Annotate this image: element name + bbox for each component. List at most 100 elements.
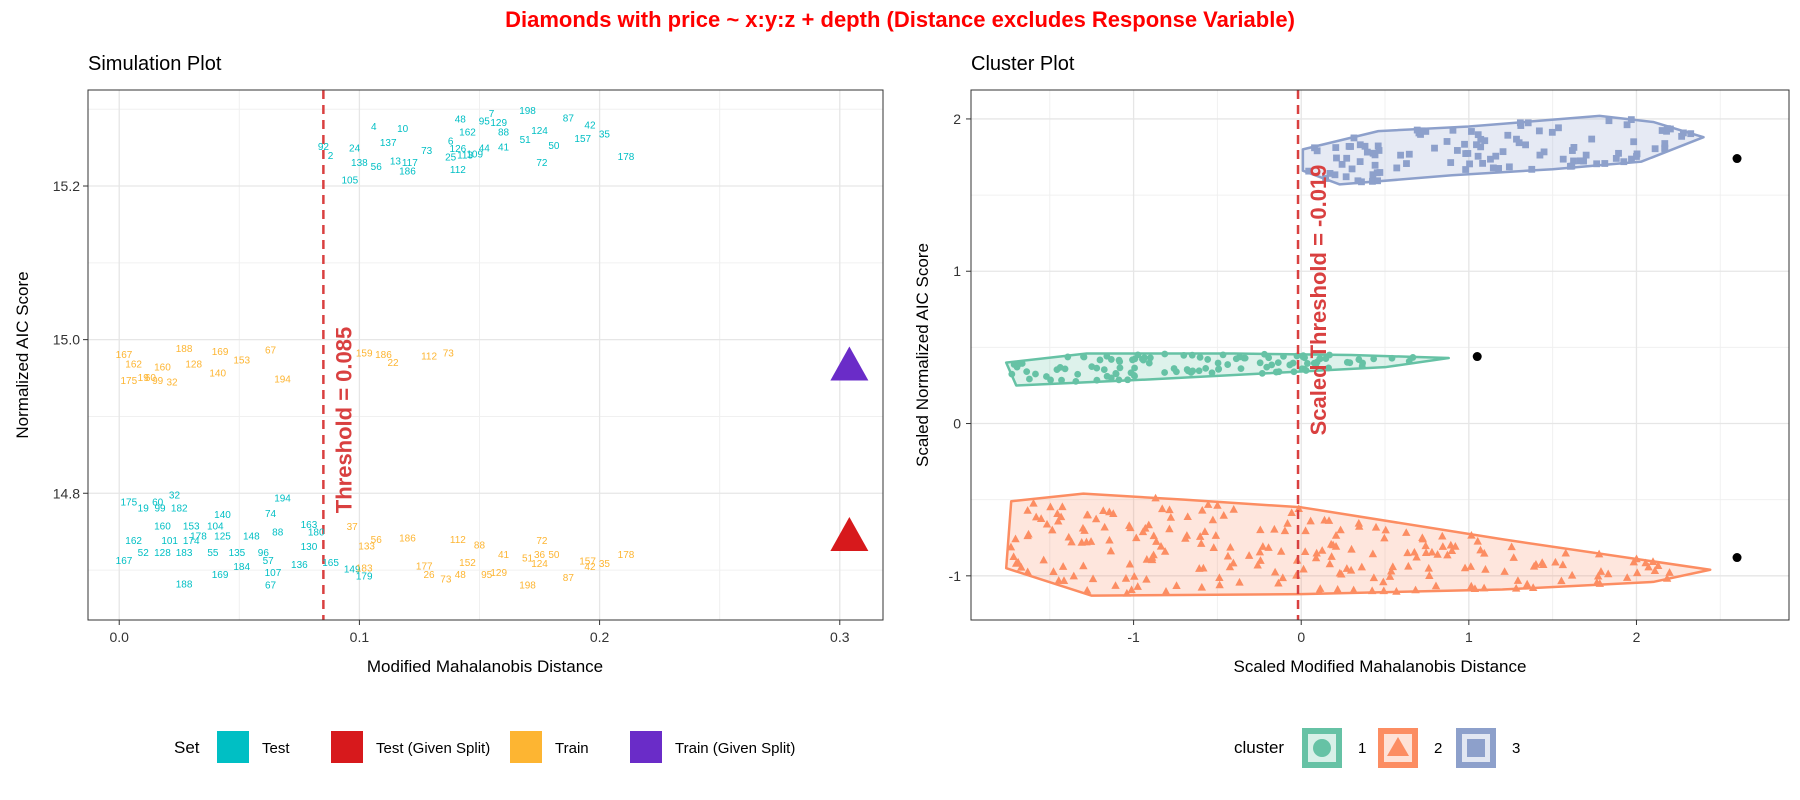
cluster-2-point — [1481, 565, 1490, 573]
cluster-2-point — [1418, 534, 1428, 543]
point-label: 73 — [443, 349, 455, 360]
cluster-3-point — [1332, 144, 1340, 151]
cluster-gridlines — [971, 90, 1789, 620]
given-split-triangle — [830, 517, 869, 552]
cluster-3-point — [1443, 138, 1451, 145]
cluster-2-point — [1287, 508, 1296, 517]
cluster-2-point — [1479, 583, 1489, 592]
cluster-2-point — [1648, 557, 1658, 565]
cluster-2-hull — [1004, 492, 1712, 597]
cluster-2-point — [1592, 578, 1602, 586]
legend-entry-label: Test (Given Split) — [376, 740, 490, 757]
cluster-3-point — [1405, 150, 1413, 158]
point-label: 165 — [322, 558, 339, 569]
point-label: 128 — [185, 359, 202, 370]
cluster-2-point — [1315, 586, 1324, 595]
point-label: 149 — [344, 564, 361, 575]
cluster-2-point — [1149, 531, 1158, 540]
cluster-2-point — [1151, 493, 1160, 502]
point-label: 162 — [125, 536, 142, 547]
cluster-2-point — [1059, 576, 1069, 584]
cluster-2-point — [1013, 557, 1023, 566]
cluster-3-point — [1620, 158, 1628, 166]
cluster-1-point — [1298, 365, 1306, 373]
point-label: 183 — [356, 564, 373, 575]
set-legend-title: Set — [174, 738, 200, 757]
point-label: 153 — [233, 355, 250, 366]
point-label: 99 — [154, 504, 166, 515]
given-split-point — [1732, 154, 1742, 164]
cluster-2-point — [1539, 560, 1548, 569]
point-label: 2 — [328, 151, 334, 162]
legend-swatch — [630, 731, 662, 763]
cluster-3-point — [1623, 121, 1631, 129]
cluster-3-point — [1628, 155, 1635, 163]
cluster-2-point — [1593, 571, 1603, 580]
cluster-2-point — [1511, 583, 1521, 592]
point-label: 37 — [347, 522, 359, 533]
cluster-2-point — [1317, 546, 1327, 554]
cluster-1-point — [1047, 376, 1054, 384]
cluster-1-point — [1131, 372, 1138, 380]
cluster-3-point — [1373, 169, 1381, 177]
cluster-2-point — [1197, 539, 1206, 547]
cluster-3-point — [1322, 175, 1330, 182]
cluster-3-point — [1464, 150, 1472, 157]
threshold-label: Threshold = 0.085 — [331, 327, 356, 513]
cluster-3-point — [1477, 143, 1485, 151]
cluster-1-point — [1261, 350, 1268, 358]
point-label: 188 — [176, 344, 193, 355]
cluster-1-point — [1188, 351, 1196, 359]
cluster-1-point — [1214, 359, 1222, 367]
cluster-2-point — [1219, 511, 1228, 519]
cluster-3-point — [1417, 131, 1424, 138]
cluster-3-point — [1363, 148, 1371, 156]
cluster-3-point — [1418, 127, 1426, 135]
cluster-3-point — [1678, 132, 1686, 140]
point-label: 32 — [167, 378, 179, 389]
cluster-2-point — [1130, 572, 1139, 580]
cluster-2-point — [1604, 569, 1613, 578]
cluster-2-point — [1111, 581, 1120, 589]
cluster-2-point — [1596, 567, 1606, 575]
cluster-2-point — [1622, 573, 1632, 581]
point-label: 175 — [120, 498, 137, 509]
point-label: 167 — [116, 556, 133, 567]
point-label: 25 — [445, 153, 457, 164]
x-tick-label: 0 — [1297, 629, 1305, 645]
cluster-legend-label: 3 — [1512, 740, 1520, 757]
cluster-3-point — [1348, 165, 1356, 173]
point-label: 129 — [490, 118, 507, 129]
cluster-2-point — [1079, 561, 1088, 570]
point-label: 162 — [459, 127, 476, 138]
cluster-1-point — [1173, 368, 1180, 376]
cluster-2-point — [1558, 560, 1568, 569]
given-split-triangle — [830, 346, 869, 381]
point-label: 133 — [358, 541, 375, 552]
point-label: 57 — [263, 556, 275, 567]
cluster-1-point — [1237, 365, 1245, 372]
point-label: 162 — [125, 359, 142, 370]
cluster-2-point — [1213, 501, 1222, 509]
point-label: 87 — [563, 113, 575, 124]
cluster-1-point — [1280, 352, 1287, 360]
simulation-y-axis-label: Normalized AIC Score — [13, 271, 32, 438]
point-label: 183 — [176, 548, 193, 559]
cluster-2-point — [1195, 564, 1204, 572]
cluster-2-point — [1438, 542, 1448, 550]
cluster-2-point — [1200, 527, 1210, 536]
cluster-2-point — [1433, 550, 1442, 558]
cluster-2-point — [1427, 547, 1437, 556]
point-label: 24 — [349, 143, 361, 154]
cluster-3-point — [1333, 154, 1340, 162]
cluster-3-point — [1513, 135, 1520, 143]
point-label: 13 — [390, 157, 402, 168]
cluster-2-point — [1274, 578, 1283, 587]
cluster-1-point — [1313, 358, 1321, 366]
cluster-2-point — [1632, 568, 1642, 577]
cluster-legend: cluster 1 2 3 — [1234, 728, 1520, 768]
cluster-1-point — [1196, 353, 1204, 361]
cluster-2-point — [1080, 526, 1089, 534]
cluster-2-point — [1357, 562, 1366, 571]
